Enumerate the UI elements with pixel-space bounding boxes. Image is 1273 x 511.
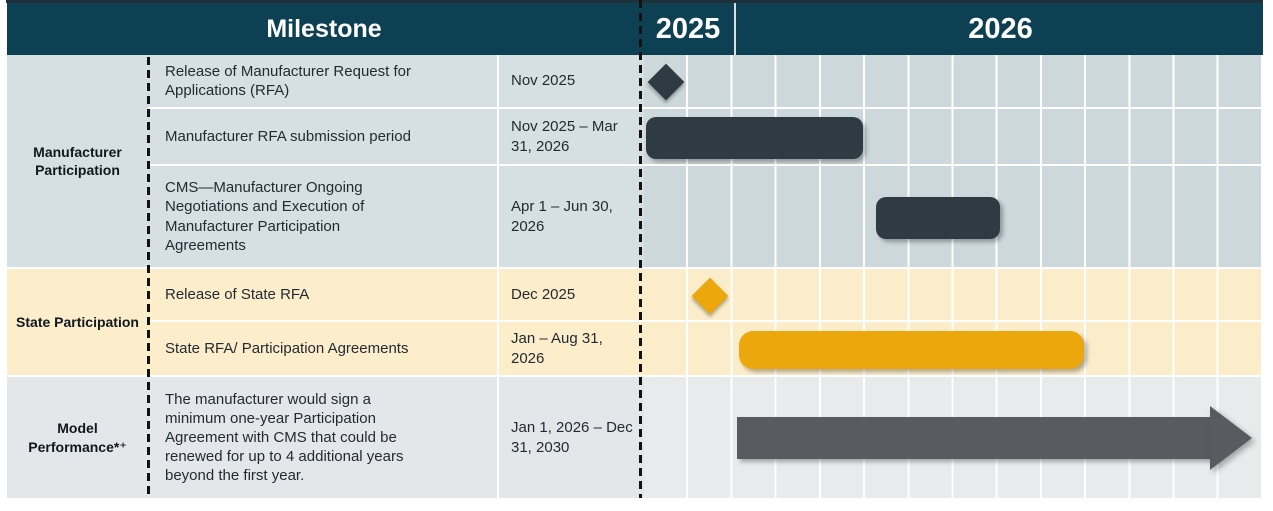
milestone-text: Release of Manufacturer Request for Appl… bbox=[165, 62, 411, 99]
table-header: Milestone 2025 2026 bbox=[7, 3, 1263, 55]
date-text: Apr 1 – Jun 30, 2026 bbox=[511, 198, 613, 235]
milestone-description: The manufacturer would sign a minimum on… bbox=[152, 377, 495, 498]
milestone-text: CMS—Manufacturer Ongoing Negotiations an… bbox=[165, 179, 365, 254]
milestone-text: State RFA/ Participation Agreements bbox=[165, 339, 409, 357]
timeline-cell bbox=[644, 109, 1263, 164]
milestone-date: Nov 2025 bbox=[497, 55, 641, 107]
milestone-row-model-performance: The manufacturer would sign a minimum on… bbox=[7, 377, 1263, 498]
milestone-date: Dec 2025 bbox=[497, 269, 641, 320]
milestone-description: Release of Manufacturer Request for Appl… bbox=[152, 55, 495, 107]
milestone-row-manufacturer-rfa-submission: Manufacturer RFA submission period Nov 2… bbox=[7, 109, 1263, 166]
milestone-row-release-state-rfa: Release of State RFA Dec 2025 bbox=[7, 269, 1263, 322]
timeline-start-dashed-line bbox=[639, 0, 642, 498]
date-text: Jan – Aug 31, 2026 bbox=[511, 330, 603, 367]
date-text: Nov 2025 – Mar 31, 2026 bbox=[511, 118, 618, 155]
milestone-date: Jan – Aug 31, 2026 bbox=[497, 322, 641, 375]
milestone-description: State RFA/ Participation Agreements bbox=[152, 322, 495, 375]
date-text: Dec 2025 bbox=[511, 285, 576, 303]
milestone-description: Release of State RFA bbox=[152, 269, 495, 320]
milestone-table: Milestone 2025 2026 Release of Manufactu… bbox=[7, 0, 1263, 498]
milestone-text: Release of State RFA bbox=[165, 285, 310, 303]
section-text: Manufacturer Participation bbox=[33, 143, 122, 178]
date-text: Jan 1, 2026 – Dec 31, 2030 bbox=[511, 419, 633, 456]
year-2026-header: 2026 bbox=[734, 3, 1265, 55]
section-label-model-performance: Model Performance*⁺ bbox=[7, 377, 148, 498]
timeline-cell bbox=[644, 166, 1263, 267]
milestone-row-state-rfa-agreements: State RFA/ Participation Agreements Jan … bbox=[7, 322, 1263, 377]
milestone-date: Nov 2025 – Mar 31, 2026 bbox=[497, 109, 641, 164]
section-label-manufacturer-participation: Manufacturer Participation bbox=[7, 55, 148, 269]
milestone-text: Manufacturer RFA submission period bbox=[165, 127, 411, 145]
milestone-date: Jan 1, 2026 – Dec 31, 2030 bbox=[497, 377, 641, 498]
milestone-row-release-manufacturer-rfa: Release of Manufacturer Request for Appl… bbox=[7, 55, 1263, 109]
timeline-cell bbox=[644, 377, 1263, 498]
milestone-column-header: Milestone bbox=[266, 14, 382, 43]
year-2025-header: 2025 bbox=[655, 12, 721, 45]
milestone-description: Manufacturer RFA submission period bbox=[152, 109, 495, 164]
timeline-cell bbox=[644, 55, 1263, 107]
milestone-text: The manufacturer would sign a minimum on… bbox=[165, 390, 404, 485]
milestone-row-cms-manufacturer-negotiations: CMS—Manufacturer Ongoing Negotiations an… bbox=[7, 166, 1263, 269]
top-border bbox=[6, 0, 1263, 3]
date-text: Nov 2025 bbox=[511, 72, 576, 90]
section-text: Model Performance*⁺ bbox=[28, 420, 127, 455]
section-label-state-participation: State Participation bbox=[7, 269, 148, 377]
section-text: State Participation bbox=[16, 313, 139, 330]
category-divider-dashed-line bbox=[147, 57, 150, 498]
timeline-cell bbox=[644, 322, 1263, 375]
timeline-cell bbox=[644, 269, 1263, 320]
milestone-description: CMS—Manufacturer Ongoing Negotiations an… bbox=[152, 166, 495, 267]
milestone-date: Apr 1 – Jun 30, 2026 bbox=[497, 166, 641, 267]
